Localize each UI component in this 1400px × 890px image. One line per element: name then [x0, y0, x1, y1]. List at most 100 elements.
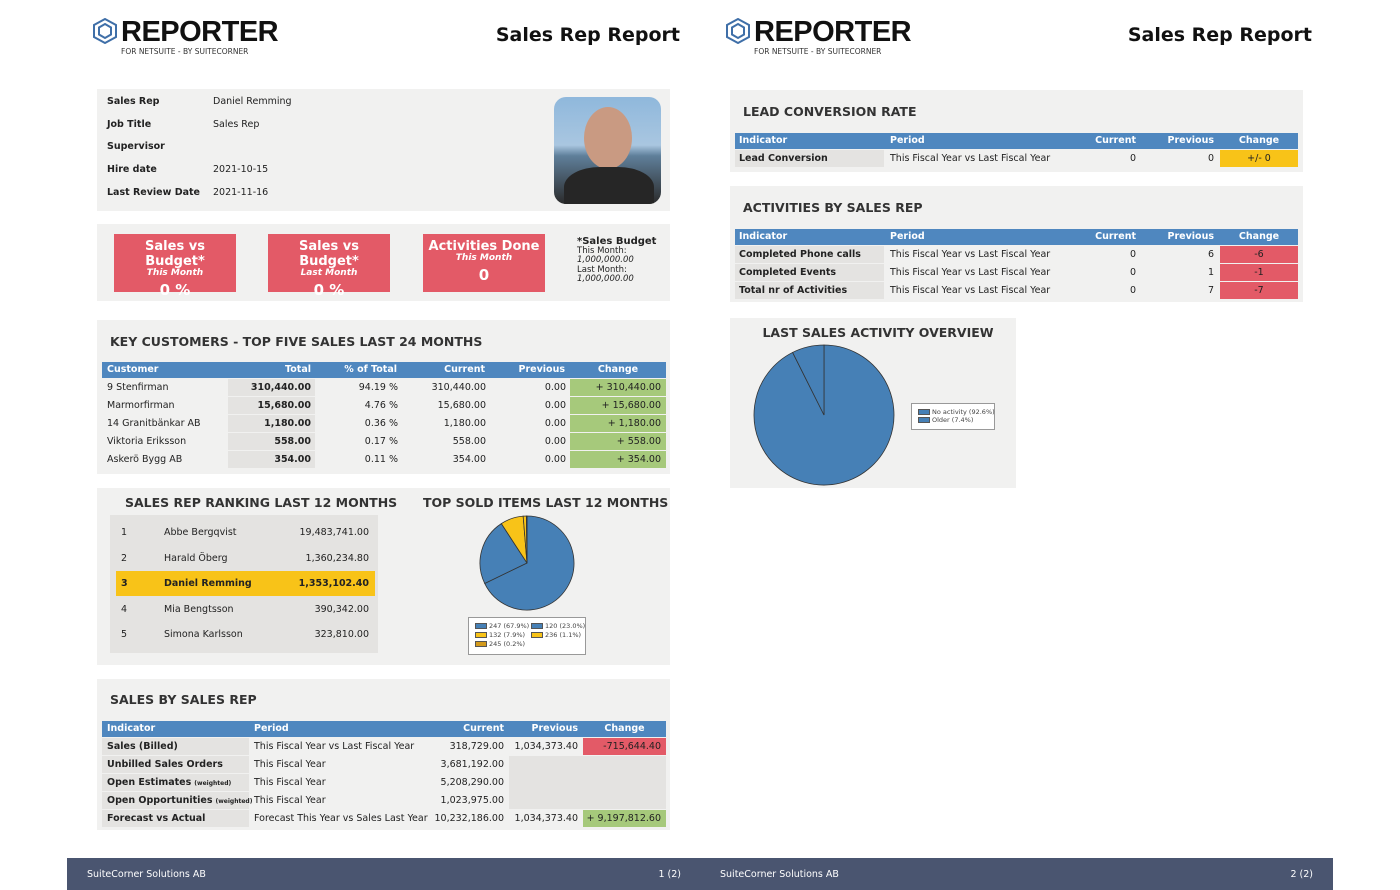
- current-cell: 318,729.00: [449, 741, 504, 752]
- current-cell: 3,681,192.00: [440, 759, 504, 770]
- ranking-row: 2 Harald Öberg 1,360,234.80: [116, 546, 375, 571]
- current-cell: 0: [1129, 153, 1136, 164]
- period-cell: This Fiscal Year: [254, 795, 326, 806]
- chart-title: LAST SALES ACTIVITY OVERVIEW: [762, 325, 994, 340]
- customer-change: + 1,180.00: [570, 415, 666, 432]
- section-title: SALES BY SALES REP: [110, 692, 257, 707]
- info-value: Sales Rep: [213, 119, 260, 130]
- indicator-cell: Sales (Billed): [102, 738, 249, 755]
- customer-current: 1,180.00: [443, 418, 486, 429]
- rank-number: 1: [121, 527, 128, 538]
- report-title: Sales Rep Report: [1127, 24, 1312, 46]
- last-sales-activity-pie: [753, 344, 895, 486]
- sales-rep-photo: [554, 97, 661, 204]
- chart-title: TOP SOLD ITEMS LAST 12 MONTHS: [423, 495, 669, 510]
- indicator-cell: Lead Conversion: [735, 150, 884, 167]
- current-cell: 0: [1129, 285, 1136, 296]
- indicator-cell: Total nr of Activities: [735, 282, 884, 299]
- kpi-sales-budget-this-month: Sales vs Budget* This Month 0 %: [114, 234, 236, 299]
- previous-cell: 0: [1207, 153, 1214, 164]
- page-number: 2 (2): [1290, 869, 1313, 880]
- customer-previous: 0.00: [544, 400, 566, 411]
- empty-cells: [509, 756, 666, 809]
- rank-number: 4: [121, 603, 128, 615]
- customer-previous: 0.00: [544, 382, 566, 393]
- rank-number: 5: [121, 629, 128, 640]
- kpi-activities-done: Activities Done This Month 0: [423, 234, 545, 292]
- info-value: 2021-10-15: [213, 164, 269, 175]
- legend-item: 236 (1.1%): [531, 631, 581, 639]
- section-title: SALES REP RANKING LAST 12 MONTHS: [125, 495, 398, 510]
- customer-total: 310,440.00: [228, 379, 315, 396]
- current-cell: 10,232,186.00: [434, 813, 504, 824]
- table-header: Indicator Period Current Previous Change: [102, 721, 666, 737]
- footer-company: SuiteCorner Solutions AB: [720, 869, 839, 880]
- pie-slice: [792, 344, 825, 416]
- legend-item: 132 (7.9%): [475, 631, 525, 639]
- customer-total: 354.00: [228, 451, 315, 468]
- customer-change: + 310,440.00: [570, 379, 666, 396]
- indicator-cell: Open Opportunities (weighted): [102, 792, 252, 809]
- info-label: Last Review Date: [107, 187, 200, 198]
- customer-previous: 0.00: [544, 436, 566, 447]
- customer-name: Marmorfirman: [107, 400, 175, 411]
- budget-note: *Sales Budget This Month: 1,000,000.00 L…: [577, 236, 657, 284]
- rank-number: 2: [121, 552, 128, 564]
- indicator-label: Forecast vs Actual: [107, 813, 206, 824]
- customer-percent: 0.17 %: [364, 436, 398, 447]
- indicator-label: Sales (Billed): [107, 741, 178, 752]
- info-value: Daniel Remming: [213, 96, 292, 107]
- section-title: KEY CUSTOMERS - TOP FIVE SALES LAST 24 M…: [110, 334, 483, 349]
- info-label: Sales Rep: [107, 96, 160, 107]
- period-cell: Forecast This Year vs Sales Last Year: [254, 813, 428, 824]
- period-cell: This Fiscal Year vs Last Fiscal Year: [890, 285, 1051, 296]
- top-sold-items-pie: [479, 515, 575, 611]
- footer-company: SuiteCorner Solutions AB: [87, 869, 206, 880]
- rank-name: Simona Karlsson: [164, 629, 243, 640]
- pie-slice: [479, 523, 528, 584]
- customer-percent: 0.11 %: [364, 454, 398, 465]
- ranking-row: 5 Simona Karlsson 323,810.00: [116, 622, 375, 647]
- info-label: Hire date: [107, 164, 157, 175]
- previous-cell: 7: [1207, 285, 1214, 296]
- table-header: Indicator Period Current Previous Change: [735, 133, 1298, 149]
- rank-value: 390,342.00: [314, 603, 369, 615]
- section-title: LEAD CONVERSION RATE: [743, 104, 917, 119]
- legend-item: 120 (23.0%): [531, 622, 585, 630]
- customer-name: 9 Stenfirman: [107, 382, 169, 393]
- change-cell: -6: [1220, 246, 1298, 263]
- customer-percent: 4.76 %: [364, 400, 398, 411]
- rank-value: 1,360,234.80: [305, 552, 369, 564]
- legend-item: 245 (0.2%): [475, 640, 525, 648]
- period-cell: This Fiscal Year vs Last Fiscal Year: [890, 249, 1051, 260]
- indicator-label: Open Opportunities: [107, 795, 213, 806]
- period-cell: This Fiscal Year vs Last Fiscal Year: [890, 153, 1051, 164]
- indicator-note: (weighted): [215, 798, 253, 805]
- table-header: Customer Total % of Total Current Previo…: [102, 362, 666, 378]
- ranking-row: 1 Abbe Bergqvist 19,483,741.00: [116, 520, 375, 545]
- current-cell: 0: [1129, 249, 1136, 260]
- rank-value: 1,353,102.40: [298, 578, 369, 589]
- previous-cell: 1: [1207, 267, 1214, 278]
- customer-percent: 0.36 %: [364, 418, 398, 429]
- previous-cell: 1,034,373.40: [514, 741, 578, 752]
- customer-change: + 354.00: [570, 451, 666, 468]
- customer-total: 1,180.00: [228, 415, 315, 432]
- current-cell: 0: [1129, 267, 1136, 278]
- period-cell: This Fiscal Year: [254, 777, 326, 788]
- previous-cell: 1,034,373.40: [514, 813, 578, 824]
- rank-value: 19,483,741.00: [299, 527, 369, 538]
- pie-slice: [526, 515, 528, 564]
- current-cell: 5,208,290.00: [440, 777, 504, 788]
- customer-previous: 0.00: [544, 454, 566, 465]
- kpi-sales-budget-last-month: Sales vs Budget* Last Month 0 %: [268, 234, 390, 299]
- logo-icon: [726, 18, 750, 44]
- period-cell: This Fiscal Year vs Last Fiscal Year: [254, 741, 415, 752]
- change-cell: +/- 0: [1220, 150, 1298, 167]
- customer-current: 558.00: [452, 436, 486, 447]
- customer-total: 15,680.00: [228, 397, 315, 414]
- customer-total: 558.00: [228, 433, 315, 450]
- ranking-row: 3 Daniel Remming 1,353,102.40: [116, 571, 375, 596]
- indicator-cell: Unbilled Sales Orders: [102, 756, 249, 773]
- rank-value: 323,810.00: [314, 629, 369, 640]
